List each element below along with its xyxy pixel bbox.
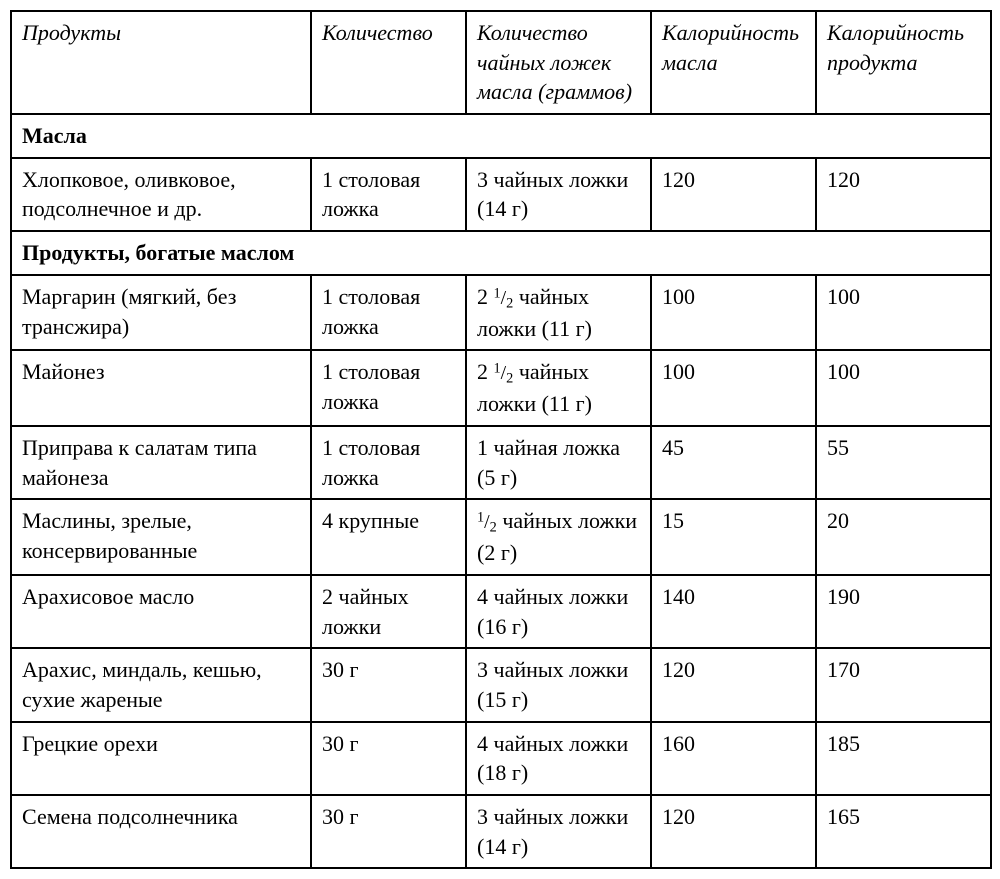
col-product: Продукты (11, 11, 311, 114)
section-title: Продукты, богатые маслом (11, 231, 991, 275)
cell-qty: 4 крупные (311, 499, 466, 575)
cell-oil-tsp: 1/2 чайных ложки (2 г) (466, 499, 651, 575)
cell-oil-tsp: 1 чайная ложка (5 г) (466, 426, 651, 499)
cell-qty: 1 столовая ложка (311, 158, 466, 231)
cell-oil-tsp: 4 чайных ложки (16 г) (466, 575, 651, 648)
section-row: Продукты, богатые маслом (11, 231, 991, 275)
cell-prod-kcal: 190 (816, 575, 991, 648)
cell-qty: 1 столовая ложка (311, 275, 466, 351)
table-row: Арахис, миндаль, ке­шью, сухие жареные30… (11, 648, 991, 721)
cell-product: Майонез (11, 350, 311, 426)
cell-prod-kcal: 185 (816, 722, 991, 795)
cell-oil-kcal: 45 (651, 426, 816, 499)
cell-product: Арахисовое масло (11, 575, 311, 648)
col-oil-kcal: Кало­рий­ность масла (651, 11, 816, 114)
cell-product: Грецкие орехи (11, 722, 311, 795)
cell-oil-kcal: 100 (651, 275, 816, 351)
col-qty: Количе­ство (311, 11, 466, 114)
cell-oil-tsp: 3 чайных ложки (14 г) (466, 795, 651, 868)
section-row: Масла (11, 114, 991, 158)
section-title: Масла (11, 114, 991, 158)
cell-oil-kcal: 15 (651, 499, 816, 575)
header-row: Продукты Количе­ство Количество чайных л… (11, 11, 991, 114)
cell-oil-kcal: 100 (651, 350, 816, 426)
table-row: Грецкие орехи30 г4 чайных ложки (18 г)16… (11, 722, 991, 795)
cell-qty: 2 чайных ложки (311, 575, 466, 648)
cell-qty: 30 г (311, 795, 466, 868)
table-row: Маргарин (мягкий, без трансжира)1 столов… (11, 275, 991, 351)
cell-qty: 1 столовая ложка (311, 350, 466, 426)
nutrition-table: Продукты Количе­ство Количество чайных л… (10, 10, 992, 869)
table-row: Маслины, зрелые, консервированные4 крупн… (11, 499, 991, 575)
table-row: Арахисовое масло2 чайных ложки4 чайных л… (11, 575, 991, 648)
cell-oil-kcal: 120 (651, 795, 816, 868)
table-row: Майонез1 столовая ложка2 1/2 чайных ложк… (11, 350, 991, 426)
cell-prod-kcal: 100 (816, 275, 991, 351)
cell-prod-kcal: 100 (816, 350, 991, 426)
cell-oil-kcal: 140 (651, 575, 816, 648)
cell-prod-kcal: 55 (816, 426, 991, 499)
cell-prod-kcal: 165 (816, 795, 991, 868)
cell-oil-tsp: 3 чайных ложки (15 г) (466, 648, 651, 721)
cell-oil-tsp: 2 1/2 чайных ложки (11 г) (466, 350, 651, 426)
cell-product: Хлопковое, оливковое, подсолнечное и др. (11, 158, 311, 231)
table-row: Хлопковое, оливковое, подсолнечное и др.… (11, 158, 991, 231)
cell-prod-kcal: 170 (816, 648, 991, 721)
cell-oil-kcal: 160 (651, 722, 816, 795)
cell-qty: 30 г (311, 722, 466, 795)
table-row: Семена подсолнеч­ника30 г3 чайных ложки … (11, 795, 991, 868)
cell-qty: 30 г (311, 648, 466, 721)
cell-product: Маргарин (мягкий, без трансжира) (11, 275, 311, 351)
cell-product: Маслины, зрелые, консервированные (11, 499, 311, 575)
cell-product: Арахис, миндаль, ке­шью, сухие жареные (11, 648, 311, 721)
cell-oil-tsp: 3 чайных ложки (14 г) (466, 158, 651, 231)
cell-oil-tsp: 2 1/2 чайных ложки (11 г) (466, 275, 651, 351)
cell-oil-tsp: 4 чайных ложки (18 г) (466, 722, 651, 795)
table-row: Приправа к салатам типа майонеза1 столов… (11, 426, 991, 499)
col-oil-tsp: Количество чайных ло­жек масла (граммов) (466, 11, 651, 114)
cell-qty: 1 столовая ложка (311, 426, 466, 499)
table-body: МаслаХлопковое, оливковое, подсолнечное … (11, 114, 991, 868)
cell-product: Семена подсолнеч­ника (11, 795, 311, 868)
cell-product: Приправа к салатам типа майонеза (11, 426, 311, 499)
cell-prod-kcal: 120 (816, 158, 991, 231)
cell-oil-kcal: 120 (651, 158, 816, 231)
col-prod-kcal: Калорий­ность продук­та (816, 11, 991, 114)
cell-prod-kcal: 20 (816, 499, 991, 575)
cell-oil-kcal: 120 (651, 648, 816, 721)
